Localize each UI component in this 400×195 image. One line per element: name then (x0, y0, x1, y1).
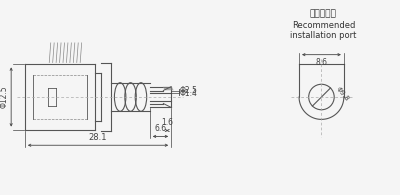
Text: Φ1.4: Φ1.4 (180, 89, 198, 98)
Text: Φ9.8: Φ9.8 (334, 86, 350, 102)
Text: installation port: installation port (290, 31, 356, 40)
Text: Φ2.5: Φ2.5 (180, 86, 198, 95)
Text: 6.6: 6.6 (154, 124, 166, 133)
Text: 1.6: 1.6 (161, 118, 173, 127)
Text: 8.6: 8.6 (316, 58, 328, 67)
Text: 推荐安装孔: 推荐安装孔 (310, 10, 337, 19)
Text: Recommended: Recommended (292, 21, 355, 30)
Text: 28.1: 28.1 (89, 133, 107, 142)
Text: Φ12.5: Φ12.5 (0, 86, 8, 108)
